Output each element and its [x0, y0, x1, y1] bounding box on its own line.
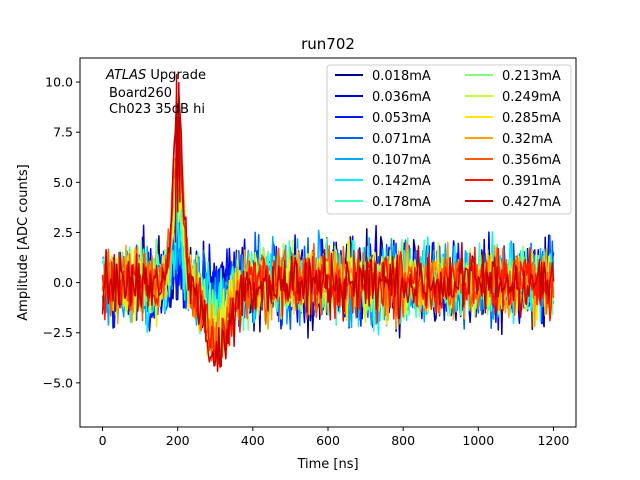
series-line-11	[101, 109, 555, 366]
y-axis-label: Amplitude [ADC counts]	[16, 164, 31, 320]
legend-label: 0.142mA	[372, 174, 431, 189]
legend-label: 0.32mA	[502, 132, 553, 147]
x-tick-label: 1200	[538, 433, 570, 448]
legend-label: 0.213mA	[502, 69, 561, 84]
y-tick-label: −5.0	[43, 375, 73, 390]
y-tick-label: 10.0	[45, 75, 73, 90]
legend-frame	[326, 64, 572, 215]
y-axis: −5.0 −2.5 0.0 2.5 5.0 7.5 10.0	[43, 75, 80, 390]
y-tick-label: 2.5	[53, 225, 73, 240]
annotation-line-1: ATLAS Upgrade	[105, 68, 206, 83]
legend-label: 0.071mA	[372, 132, 431, 147]
x-tick-label: 0	[99, 433, 107, 448]
x-axis-label: Time [ns]	[296, 457, 358, 472]
x-tick-label: 600	[316, 433, 340, 448]
legend-label: 0.018mA	[372, 69, 431, 84]
x-tick-label: 200	[166, 433, 190, 448]
peak-spike	[174, 74, 181, 243]
legend-label: 0.053mA	[372, 111, 431, 126]
series-layer	[101, 74, 555, 373]
atlas-annotation: ATLAS Upgrade Board260 Ch023 35dB hi	[105, 68, 206, 117]
annotation-atlas: ATLAS	[105, 68, 146, 83]
x-tick-label: 800	[391, 433, 415, 448]
legend: 0.018mA 0.036mA 0.053mA 0.071mA 0.107mA 0.142…	[326, 64, 572, 215]
legend-label: 0.036mA	[372, 90, 431, 105]
chart-title: run702	[301, 35, 355, 53]
legend-label: 0.285mA	[502, 111, 561, 126]
x-tick-label: 1000	[462, 433, 494, 448]
annotation-board: Board260	[109, 86, 172, 101]
y-tick-label: 0.0	[53, 275, 73, 290]
x-tick-label: 400	[241, 433, 265, 448]
annotation-channel: Ch023 35dB hi	[109, 102, 205, 117]
legend-label: 0.178mA	[372, 195, 431, 210]
y-tick-label: 5.0	[53, 175, 73, 190]
annotation-upgrade: Upgrade	[146, 68, 206, 83]
legend-label: 0.107mA	[372, 153, 431, 168]
legend-label: 0.356mA	[502, 153, 561, 168]
y-tick-label: −2.5	[43, 325, 73, 340]
legend-label: 0.249mA	[502, 90, 561, 105]
legend-label: 0.427mA	[502, 195, 561, 210]
legend-label: 0.391mA	[502, 174, 561, 189]
x-axis: 0 200 400 600 800 1000 1200	[99, 427, 570, 448]
y-tick-label: 7.5	[53, 125, 73, 140]
